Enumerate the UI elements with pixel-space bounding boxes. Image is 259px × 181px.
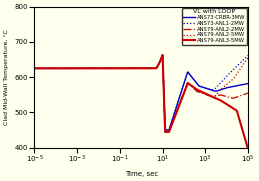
ANS79-ANL2-5MW: [242, 63, 246, 65]
ANS73-ANL1-2MW: [70, 67, 73, 70]
ANS73-ANL1-2MW: [124, 67, 127, 70]
ANS79-ANL2-5MW: [246, 57, 249, 59]
ANS79-ANL3-5MW: [161, 54, 164, 56]
ANS79-ANL3-5MW: [246, 148, 249, 150]
ANS73-ANL1-2MW: [246, 54, 249, 56]
ANS73-ANL1-2MW: [161, 54, 164, 56]
ANS73-CRBR-3MW: [57, 67, 60, 70]
ANS79-ANL3-5MW: [33, 67, 36, 70]
ANS79-ANL2-5MW: [57, 67, 60, 70]
ANS73-CRBR-3MW: [242, 83, 246, 85]
ANS73-ANL1-2MW: [115, 67, 118, 70]
ANS79-ANL2-2MW: [242, 93, 246, 96]
ANS79-ANL2-2MW: [57, 67, 60, 70]
ANS79-ANL2-2MW: [219, 94, 222, 96]
ANS79-ANL2-5MW: [124, 67, 127, 70]
ANS73-CRBR-3MW: [161, 54, 164, 56]
ANS79-ANL2-2MW: [163, 131, 167, 133]
ANS73-CRBR-3MW: [70, 67, 73, 70]
ANS79-ANL2-5MW: [33, 67, 36, 70]
Legend: ANS73-CRBR-3MW, ANS73-ANL1-2MW, ANS79-ANL2-2MW, ANS79-ANL2-5MW, ANS79-ANL3-5MW: ANS73-CRBR-3MW, ANS73-ANL1-2MW, ANS79-AN…: [182, 8, 247, 45]
ANS73-CRBR-3MW: [115, 67, 118, 70]
ANS79-ANL3-5MW: [219, 99, 222, 102]
Line: ANS73-CRBR-3MW: ANS73-CRBR-3MW: [34, 55, 248, 130]
ANS73-ANL1-2MW: [33, 67, 36, 70]
ANS73-CRBR-3MW: [163, 129, 167, 131]
ANS73-CRBR-3MW: [33, 67, 36, 70]
Line: ANS79-ANL2-5MW: ANS79-ANL2-5MW: [34, 55, 248, 132]
Line: ANS79-ANL2-2MW: ANS79-ANL2-2MW: [34, 55, 248, 132]
ANS79-ANL2-5MW: [161, 54, 164, 56]
ANS73-ANL1-2MW: [219, 81, 222, 83]
ANS79-ANL3-5MW: [70, 67, 73, 70]
X-axis label: Time, sec: Time, sec: [125, 171, 158, 177]
Y-axis label: Clad Mid-Wall Temperature, °C: Clad Mid-Wall Temperature, °C: [4, 29, 9, 125]
ANS79-ANL3-5MW: [115, 67, 118, 70]
ANS73-ANL1-2MW: [163, 129, 167, 131]
ANS79-ANL2-2MW: [70, 67, 73, 70]
ANS79-ANL2-5MW: [70, 67, 73, 70]
ANS79-ANL2-2MW: [246, 92, 249, 94]
ANS79-ANL2-2MW: [115, 67, 118, 70]
ANS79-ANL2-2MW: [124, 67, 127, 70]
ANS79-ANL2-2MW: [33, 67, 36, 70]
ANS79-ANL2-5MW: [219, 88, 222, 90]
ANS73-ANL1-2MW: [242, 58, 246, 60]
ANS79-ANL2-5MW: [163, 131, 167, 133]
ANS79-ANL2-2MW: [161, 54, 164, 56]
Line: ANS79-ANL3-5MW: ANS79-ANL3-5MW: [34, 55, 248, 149]
ANS73-ANL1-2MW: [57, 67, 60, 70]
ANS73-CRBR-3MW: [219, 89, 222, 91]
Line: ANS73-ANL1-2MW: ANS73-ANL1-2MW: [34, 55, 248, 130]
ANS79-ANL3-5MW: [124, 67, 127, 70]
ANS73-CRBR-3MW: [246, 83, 249, 85]
ANS79-ANL2-5MW: [115, 67, 118, 70]
ANS73-CRBR-3MW: [124, 67, 127, 70]
ANS79-ANL3-5MW: [57, 67, 60, 70]
ANS79-ANL3-5MW: [242, 134, 246, 136]
